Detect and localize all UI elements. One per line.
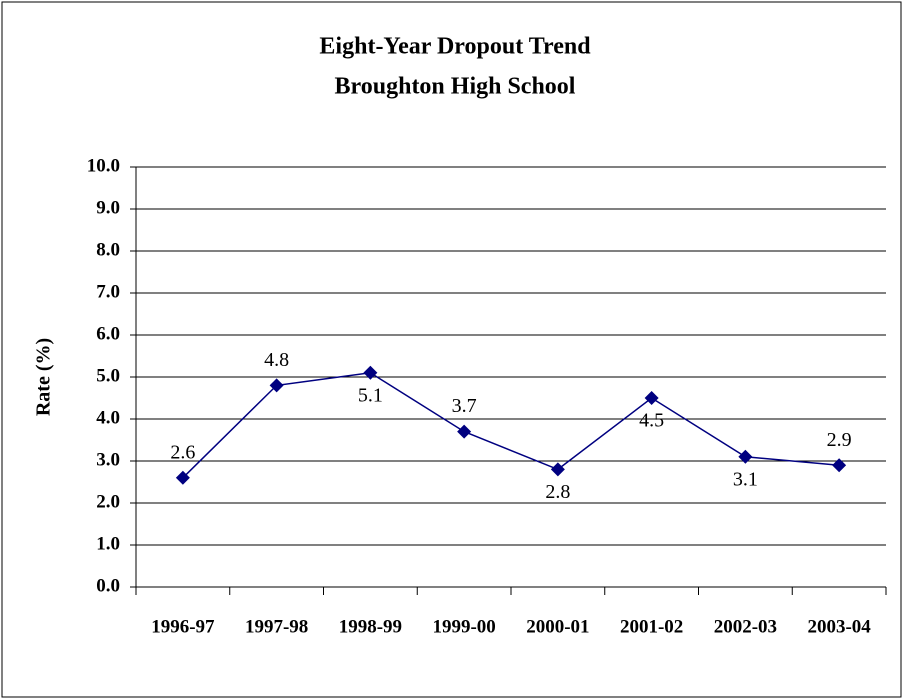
y-tick-label: 6.0 [96, 323, 120, 344]
data-label: 2.8 [545, 481, 570, 503]
y-tick-label: 2.0 [96, 491, 120, 512]
data-label: 4.8 [264, 349, 289, 371]
data-label: 2.9 [827, 429, 852, 451]
x-tick-label: 2001-02 [620, 616, 683, 637]
marker [550, 462, 565, 477]
marker [269, 378, 284, 393]
y-tick-label: 7.0 [96, 281, 120, 302]
data-label: 5.1 [358, 384, 383, 406]
y-tick-label: 3.0 [96, 449, 120, 470]
data-label: 4.5 [639, 410, 664, 432]
y-tick-label: 8.0 [96, 239, 120, 260]
y-tick-label: 10.0 [87, 155, 120, 176]
marker [457, 424, 472, 439]
x-tick-label: 1996-97 [151, 616, 215, 637]
marker [363, 365, 378, 380]
marker [738, 449, 753, 464]
x-tick-label: 1999-00 [432, 616, 495, 637]
data-label: 3.1 [733, 468, 758, 490]
data-label: 2.6 [170, 441, 195, 463]
x-tick-label: 2003-04 [807, 616, 871, 637]
x-tick-label: 1998-99 [339, 616, 402, 637]
y-tick-label: 5.0 [96, 365, 120, 386]
data-label: 3.7 [452, 395, 477, 417]
y-tick-label: 0.0 [96, 575, 120, 596]
series-line [182, 372, 840, 479]
chart-subtitle: Broughton High School [335, 74, 576, 100]
marker [175, 470, 190, 485]
y-tick-label: 9.0 [96, 197, 120, 218]
x-tick-label: 1997-98 [245, 616, 308, 637]
y-tick-label: 1.0 [96, 533, 120, 554]
chart-title: Eight-Year Dropout Trend [319, 34, 591, 60]
x-tick-label: 2002-03 [714, 616, 777, 637]
y-axis-label: Rate (%) [33, 338, 55, 416]
marker [644, 391, 659, 405]
x-tick-label: 2000-01 [526, 616, 589, 637]
y-tick-label: 4.0 [96, 407, 120, 428]
marker [832, 458, 847, 473]
